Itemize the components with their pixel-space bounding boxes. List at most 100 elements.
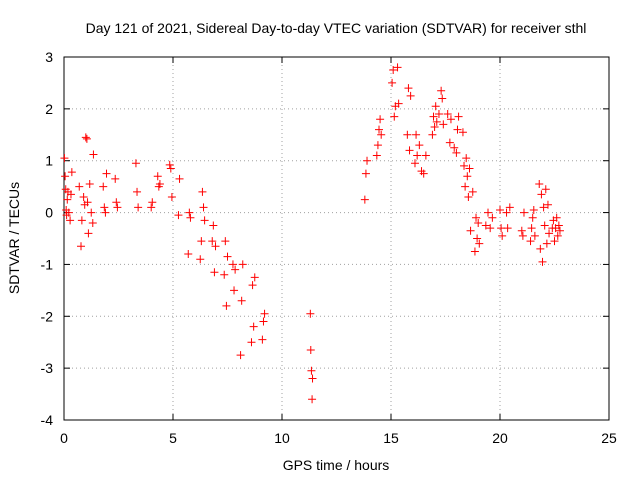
y-tick-label: 1 xyxy=(45,153,53,169)
data-point-marker xyxy=(464,193,473,202)
data-point-marker xyxy=(540,221,549,230)
data-point-marker xyxy=(197,237,206,246)
data-point-marker xyxy=(77,242,86,251)
data-point-marker xyxy=(84,229,93,238)
data-point-marker xyxy=(209,221,218,230)
y-tick-label: -1 xyxy=(41,256,54,272)
data-point-marker xyxy=(167,193,176,202)
data-point-marker xyxy=(394,99,403,108)
x-tick-label: 0 xyxy=(60,430,68,446)
data-point-marker xyxy=(258,335,267,344)
data-point-marker xyxy=(210,268,219,277)
data-point-marker xyxy=(439,120,448,129)
data-point-marker xyxy=(474,218,483,227)
data-point-marker xyxy=(165,160,174,169)
data-point-marker xyxy=(228,260,237,269)
data-point-marker xyxy=(390,112,399,121)
data-point-marker xyxy=(199,203,208,212)
y-tick-label: 2 xyxy=(45,101,53,117)
data-point-marker xyxy=(537,190,546,199)
data-point-marker xyxy=(498,231,507,240)
grid-lines xyxy=(64,57,609,420)
data-point-marker xyxy=(89,150,98,159)
y-tick-label: 0 xyxy=(45,205,53,221)
data-point-marker xyxy=(505,203,514,212)
data-point-marker xyxy=(87,208,96,217)
y-tick-label: -2 xyxy=(41,308,54,324)
data-point-marker xyxy=(550,237,559,246)
data-point-marker xyxy=(196,255,205,264)
data-point-marker xyxy=(454,112,463,121)
data-point-marker xyxy=(75,182,84,191)
data-point-marker xyxy=(529,205,538,214)
data-point-marker xyxy=(223,252,232,261)
data-point-marker xyxy=(308,395,317,404)
data-point-marker xyxy=(222,301,231,310)
data-point-marker xyxy=(527,224,536,233)
data-point-marker xyxy=(542,239,551,248)
data-point-marker xyxy=(85,180,94,189)
data-point-marker xyxy=(470,247,479,256)
data-point-marker xyxy=(77,216,86,225)
y-axis-label: SDTVAR / TECUs xyxy=(6,182,22,294)
data-point-marker xyxy=(113,203,122,212)
data-point-marker xyxy=(472,213,481,222)
data-point-marker xyxy=(377,130,386,139)
data-point-marker xyxy=(66,190,75,199)
data-point-marker xyxy=(410,159,419,168)
data-point-marker xyxy=(101,208,110,217)
data-point-marker xyxy=(238,260,247,269)
y-tick-label: -3 xyxy=(41,360,54,376)
data-point-marker xyxy=(552,213,561,222)
data-point-marker xyxy=(200,216,209,225)
data-point-marker xyxy=(496,205,504,214)
data-point-marker xyxy=(528,213,537,222)
x-tick-label: 25 xyxy=(601,430,617,446)
data-point-marker xyxy=(306,345,315,354)
data-point-marker xyxy=(247,338,256,347)
data-point-marker xyxy=(421,151,430,160)
data-point-marker xyxy=(306,309,315,318)
data-point-marker xyxy=(236,351,245,360)
data-point-marker xyxy=(79,193,88,202)
plot-frame xyxy=(63,56,610,421)
y-tick-label: 3 xyxy=(45,49,53,65)
data-point-marker xyxy=(237,296,246,305)
data-point-marker xyxy=(535,180,544,189)
data-point-marker xyxy=(153,172,162,181)
data-point-marker xyxy=(526,237,535,246)
data-point-marker xyxy=(308,374,317,383)
y-tick-label: -4 xyxy=(41,412,54,428)
data-point-marker xyxy=(405,146,414,155)
data-points xyxy=(60,63,564,404)
data-point-marker xyxy=(100,203,109,212)
data-point-marker xyxy=(83,198,92,207)
data-point-marker xyxy=(148,198,157,207)
data-point-marker xyxy=(503,224,512,233)
data-point-marker xyxy=(82,134,91,143)
data-point-marker xyxy=(81,133,90,142)
data-point-marker xyxy=(373,141,382,150)
data-point-marker xyxy=(111,174,120,183)
data-point-marker xyxy=(438,94,447,103)
data-point-marker xyxy=(530,231,539,240)
plot-background xyxy=(64,57,609,420)
data-point-marker xyxy=(220,270,229,279)
data-point-marker xyxy=(260,309,269,318)
data-point-marker xyxy=(184,250,193,259)
data-point-marker xyxy=(445,138,454,147)
data-point-marker xyxy=(166,164,175,173)
data-point-marker xyxy=(375,125,384,134)
data-point-marker xyxy=(554,221,563,230)
data-point-marker xyxy=(185,208,194,217)
data-point-marker xyxy=(432,117,441,126)
data-point-marker xyxy=(517,226,526,235)
data-point-marker xyxy=(134,203,143,212)
data-point-marker xyxy=(389,65,398,74)
data-point-marker xyxy=(555,226,564,235)
data-point-marker xyxy=(437,86,446,95)
data-point-marker xyxy=(545,229,554,238)
data-point-marker xyxy=(539,203,548,212)
data-point-marker xyxy=(388,78,397,87)
